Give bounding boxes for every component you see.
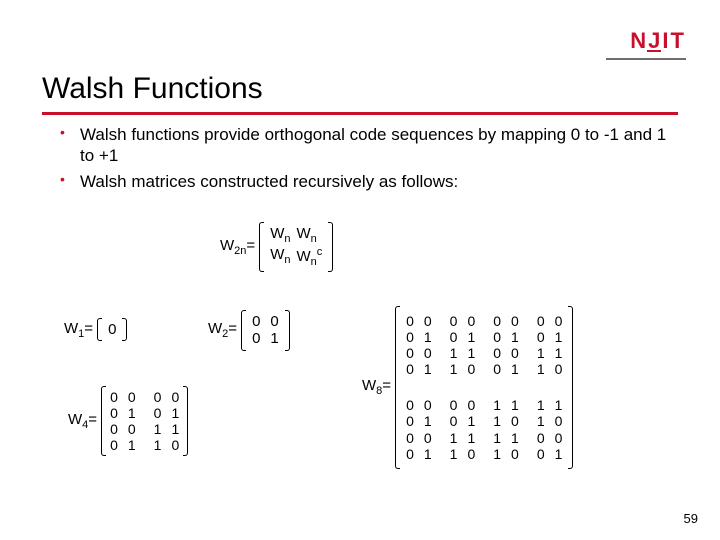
bullet-list: Walsh functions provide orthogonal code …	[60, 124, 670, 196]
formula-label: W2n=	[220, 237, 255, 257]
matrix-bracket: 00 01	[241, 310, 290, 351]
matrix-bracket: 00010001 00011110	[101, 386, 188, 456]
matrix-bracket: 0	[97, 318, 127, 341]
page-number: 59	[684, 511, 698, 526]
title-rule	[42, 112, 678, 115]
formula-w8: W8= 00010001000111100001000100011110 000…	[362, 306, 573, 469]
formula-label: W2=	[208, 320, 237, 340]
matrix-bracket: 00010001000111100001000100011110 0001000…	[395, 306, 573, 469]
page-title: Walsh Functions	[42, 72, 263, 106]
matrix-bracket: WnWn WnWnc	[259, 222, 333, 272]
formula-label: W8=	[362, 377, 391, 397]
bullet-item: Walsh functions provide orthogonal code …	[60, 124, 670, 167]
logo-underline	[606, 58, 686, 60]
formula-w2n: W2n= WnWn WnWnc	[220, 222, 333, 272]
njit-logo: NJIT	[630, 28, 686, 54]
formula-label: W1=	[64, 320, 93, 340]
formula-w2: W2= 00 01	[208, 310, 290, 351]
formula-w4: W4= 00010001 00011110	[68, 386, 188, 456]
formula-w1: W1= 0	[64, 318, 127, 341]
formula-label: W4=	[68, 411, 97, 431]
bullet-item: Walsh matrices constructed recursively a…	[60, 171, 670, 192]
